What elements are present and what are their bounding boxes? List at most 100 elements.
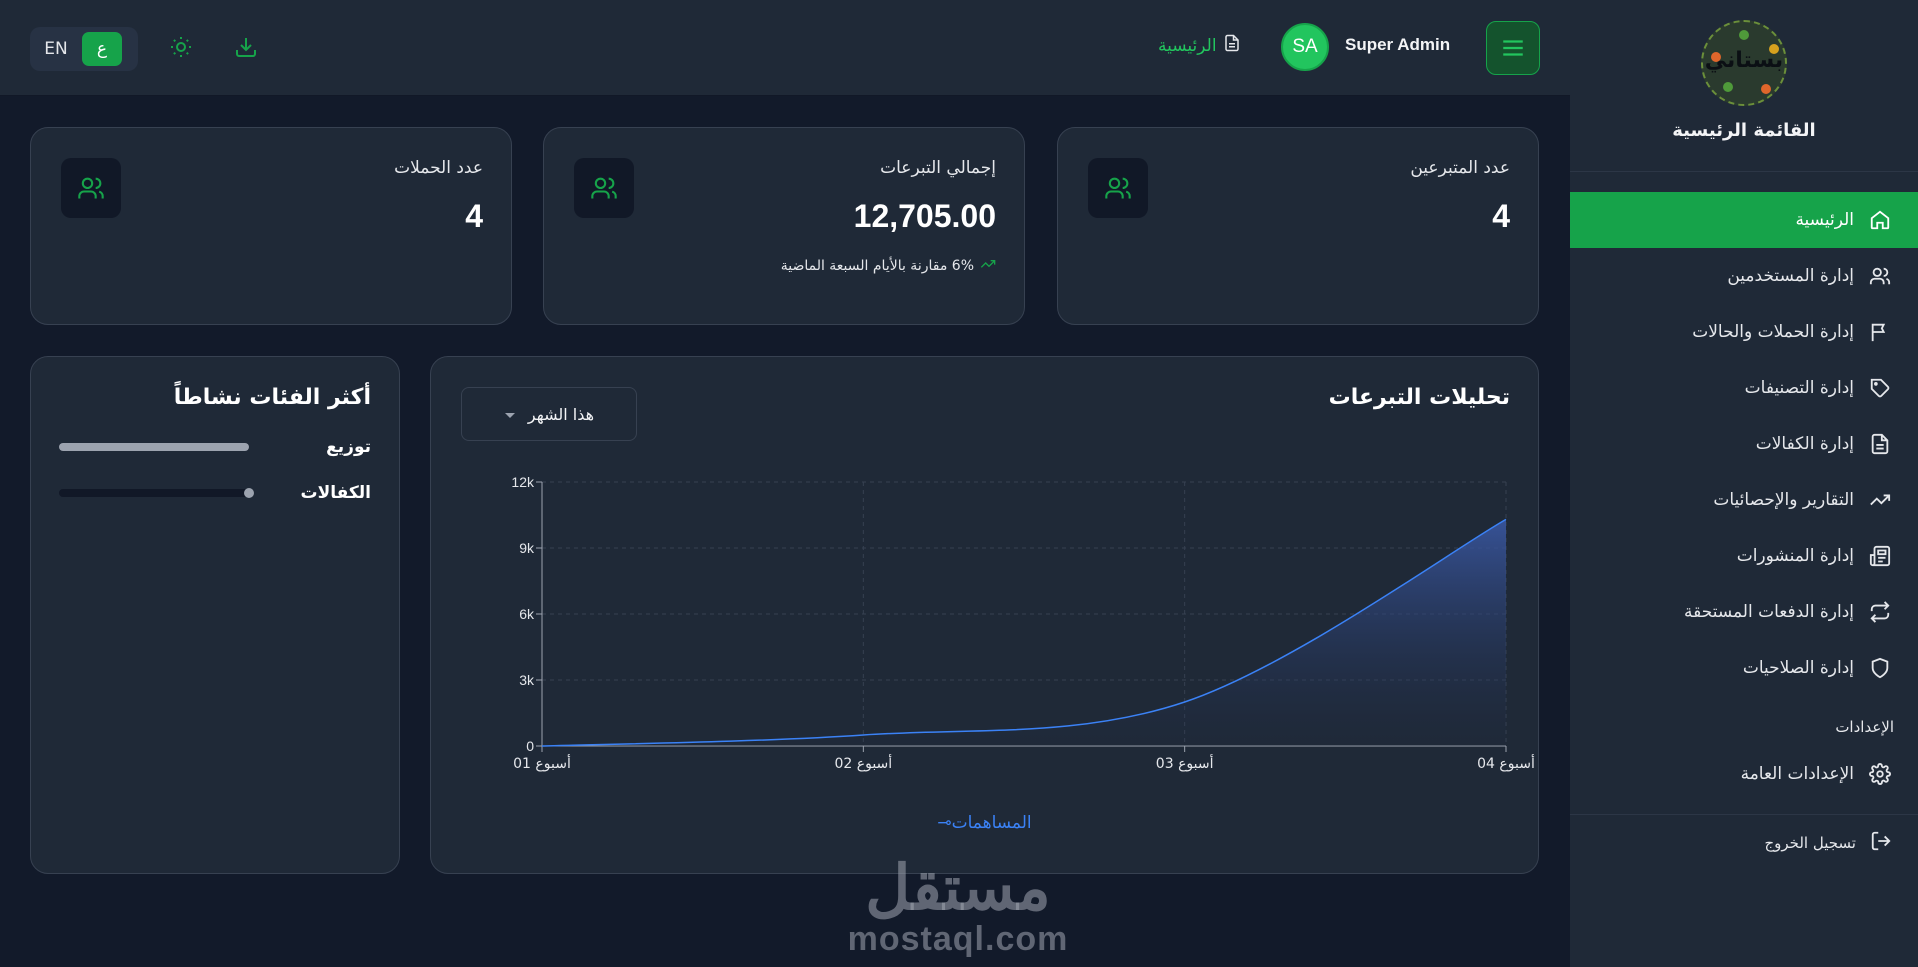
panel-title: أكثر الفئات نشاطاً bbox=[173, 385, 371, 410]
watermark: مستقل mostaql.com bbox=[838, 858, 1078, 959]
flag-icon bbox=[1868, 320, 1892, 344]
category-label: توزيع bbox=[326, 437, 371, 457]
y-tick-label: 12k bbox=[511, 474, 535, 490]
category-row: توزيع bbox=[59, 434, 371, 460]
sidebar-item-sponsorships[interactable]: إدارة الكفالات bbox=[1570, 416, 1918, 472]
tag-icon bbox=[1868, 376, 1892, 400]
logo-text: بستاني bbox=[1704, 48, 1784, 73]
stat-title: إجمالي التبرعات bbox=[880, 158, 996, 178]
legend-marker-icon: ⊸ bbox=[937, 813, 952, 833]
lang-en-button[interactable]: EN bbox=[44, 39, 68, 59]
donations-area-chart: 0 3k 6k 9k 12k أسبوع 01 أسبوع 02 أسبوع 03 أسبوع … bbox=[511, 474, 1535, 772]
progress-fill bbox=[59, 443, 249, 451]
shield-icon bbox=[1868, 656, 1892, 680]
file-icon bbox=[1223, 34, 1241, 57]
sidebar-item-label: إدارة الكفالات bbox=[1755, 434, 1854, 454]
panel-title: تحليلات التبرعات bbox=[1328, 385, 1510, 410]
top-header: EN ع الرئيسية SA Super Admin bbox=[0, 0, 1570, 96]
logout-button[interactable]: تسجيل الخروج bbox=[1570, 814, 1918, 870]
users-icon bbox=[61, 158, 121, 218]
gear-icon bbox=[1868, 762, 1892, 786]
home-icon bbox=[1868, 208, 1892, 232]
sidebar-item-permissions[interactable]: إدارة الصلاحيات bbox=[1570, 640, 1918, 696]
logo: بستاني bbox=[1701, 20, 1787, 106]
stat-value: 4 bbox=[1492, 198, 1510, 234]
sidebar-item-categories[interactable]: إدارة التصنيفات bbox=[1570, 360, 1918, 416]
newspaper-icon bbox=[1868, 544, 1892, 568]
breadcrumb-home-link[interactable]: الرئيسية bbox=[1158, 34, 1241, 57]
stat-title: عدد الحملات bbox=[394, 158, 483, 178]
x-tick-label: أسبوع 03 bbox=[1156, 754, 1214, 772]
users-icon bbox=[1088, 158, 1148, 218]
y-tick-label: 0 bbox=[526, 738, 534, 754]
category-label: الكفالات bbox=[300, 483, 371, 503]
menu-toggle-button[interactable] bbox=[1486, 21, 1540, 75]
document-icon bbox=[1868, 432, 1892, 456]
series-line bbox=[541, 518, 1507, 747]
category-progress-bar bbox=[59, 488, 254, 498]
stat-value: 4 bbox=[465, 198, 483, 234]
progress-knob bbox=[244, 488, 254, 498]
language-switcher[interactable]: EN ع bbox=[30, 27, 138, 71]
sidebar-item-label: إدارة الصلاحيات bbox=[1742, 658, 1854, 678]
settings-section-heading: الإعدادات bbox=[1835, 718, 1894, 736]
users-icon bbox=[1868, 264, 1892, 288]
chevron-down-icon bbox=[504, 405, 516, 424]
sidebar-item-payments[interactable]: إدارة الدفعات المستحقة bbox=[1570, 584, 1918, 640]
sidebar-nav: الرئيسية إدارة المستخدمين إدارة الحملات … bbox=[1570, 192, 1918, 802]
sidebar: بستاني القائمة الرئيسية الرئيسية إدارة ا… bbox=[1570, 0, 1918, 967]
y-tick-label: 6k bbox=[519, 606, 535, 622]
watermark-latin: mostaql.com bbox=[847, 920, 1069, 958]
watermark-arabic: مستقل bbox=[865, 854, 1051, 923]
sidebar-item-reports[interactable]: التقارير والإحصائيات bbox=[1570, 472, 1918, 528]
stat-card-total-donations: إجمالي التبرعات 12,705.00 6% مقارنة بالأ… bbox=[543, 127, 1025, 325]
active-categories-panel: أكثر الفئات نشاطاً توزيع الكفالات bbox=[30, 356, 400, 874]
category-row: الكفالات bbox=[59, 480, 371, 506]
sidebar-item-label: إدارة المنشورات bbox=[1736, 546, 1854, 566]
user-name[interactable]: Super Admin bbox=[1345, 35, 1451, 54]
period-select[interactable]: هذا الشهر bbox=[461, 387, 637, 441]
sidebar-item-label: التقارير والإحصائيات bbox=[1713, 490, 1854, 510]
logo-area: بستاني القائمة الرئيسية bbox=[1570, 0, 1918, 172]
category-progress-bar bbox=[59, 443, 249, 451]
x-tick-label: أسبوع 04 bbox=[1477, 754, 1535, 772]
x-tick-label: أسبوع 01 bbox=[513, 754, 571, 772]
trending-up-icon bbox=[980, 256, 996, 276]
x-tick-label: أسبوع 02 bbox=[834, 754, 892, 772]
y-tick-label: 3k bbox=[519, 672, 535, 688]
repeat-icon bbox=[1868, 600, 1892, 624]
y-tick-label: 9k bbox=[519, 540, 535, 556]
series-area bbox=[542, 519, 1506, 746]
trending-up-icon bbox=[1868, 488, 1892, 512]
stat-title: عدد المتبرعين bbox=[1410, 158, 1510, 178]
logout-icon bbox=[1870, 830, 1892, 856]
sidebar-item-label: الإعدادات العامة bbox=[1740, 764, 1854, 784]
home-link-label: الرئيسية bbox=[1158, 35, 1217, 56]
avatar[interactable]: SA bbox=[1281, 23, 1329, 71]
sidebar-item-posts[interactable]: إدارة المنشورات bbox=[1570, 528, 1918, 584]
stat-value: 12,705.00 bbox=[853, 198, 996, 234]
stat-card-campaigns: عدد الحملات 4 bbox=[30, 127, 512, 325]
sidebar-title: القائمة الرئيسية bbox=[1672, 120, 1816, 141]
download-icon[interactable] bbox=[231, 32, 261, 62]
stat-card-donors: عدد المتبرعين 4 bbox=[1057, 127, 1539, 325]
legend-label: المساهمات bbox=[951, 813, 1032, 833]
sidebar-item-label: إدارة المستخدمين bbox=[1727, 266, 1854, 286]
hamburger-icon bbox=[1503, 40, 1523, 56]
sidebar-item-home[interactable]: الرئيسية bbox=[1570, 192, 1918, 248]
sidebar-item-campaigns[interactable]: إدارة الحملات والحالات bbox=[1570, 304, 1918, 360]
sidebar-item-label: الرئيسية bbox=[1795, 210, 1854, 230]
sidebar-item-users[interactable]: إدارة المستخدمين bbox=[1570, 248, 1918, 304]
stat-comparison-note: 6% مقارنة بالأيام السبعة الماضية bbox=[781, 256, 996, 276]
sidebar-item-label: إدارة التصنيفات bbox=[1744, 378, 1854, 398]
sidebar-item-label: إدارة الدفعات المستحقة bbox=[1684, 602, 1854, 622]
sidebar-item-label: إدارة الحملات والحالات bbox=[1692, 322, 1854, 342]
lang-ar-button[interactable]: ع bbox=[82, 32, 122, 66]
users-icon bbox=[574, 158, 634, 218]
chart-legend[interactable]: ⊸المساهمات bbox=[431, 813, 1538, 833]
stat-note-text: 6% مقارنة بالأيام السبعة الماضية bbox=[780, 258, 974, 274]
period-select-value: هذا الشهر bbox=[527, 404, 595, 424]
sidebar-item-general-settings[interactable]: الإعدادات العامة bbox=[1570, 746, 1918, 802]
sun-icon[interactable] bbox=[166, 32, 196, 62]
donations-analytics-panel: تحليلات التبرعات هذا الشهر 0 3k 6k 9k 12k أسب… bbox=[430, 356, 1539, 874]
